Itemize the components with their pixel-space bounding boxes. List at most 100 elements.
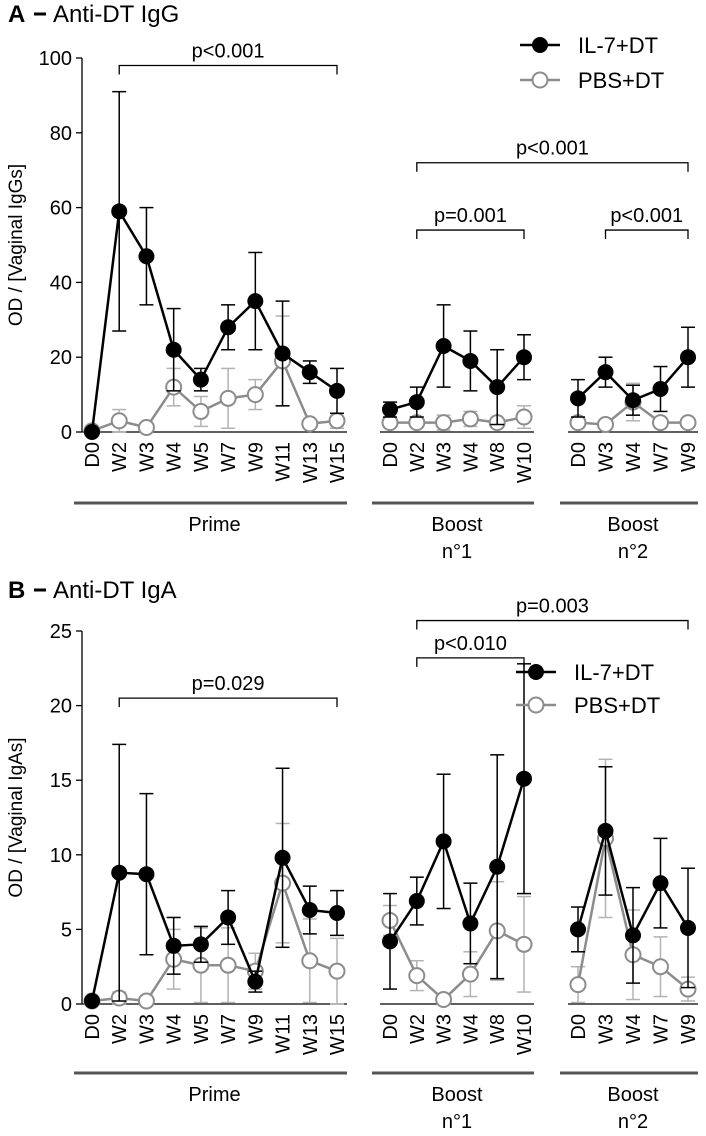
data-point-il7 — [165, 341, 182, 358]
x-tick-label: W10 — [514, 1014, 536, 1055]
legend-marker — [527, 696, 545, 714]
data-point-pbs — [110, 412, 128, 430]
x-tick-label: W2 — [407, 442, 429, 472]
x-tick-label: D0 — [82, 442, 104, 468]
group-sub-label: n°2 — [618, 1111, 648, 1133]
x-tick-label: W3 — [434, 442, 456, 472]
panel-title: Anti-DT IgG — [53, 1, 179, 28]
legend-label: PBS+DT — [574, 693, 660, 718]
series-pbs — [381, 405, 533, 432]
x-tick-label: W13 — [300, 442, 322, 483]
x-tick-label: W7 — [651, 442, 673, 472]
data-point-pbs — [328, 412, 346, 430]
data-point-il7 — [625, 927, 641, 944]
series-line — [388, 778, 526, 943]
data-point-il7 — [680, 919, 696, 936]
data-point-il7 — [435, 337, 452, 354]
data-point-il7 — [84, 424, 100, 440]
x-tick-label: W13 — [300, 1014, 322, 1055]
data-point-il7 — [274, 849, 291, 866]
x-tick-label: W5 — [191, 1014, 213, 1044]
data-point-il7 — [680, 349, 696, 366]
segment-3: D0 W3 W4 W7 W9 Boost n°2 — [560, 326, 700, 563]
legend-label: IL-7+DT — [578, 33, 658, 58]
y-tick-label: 15 — [50, 770, 72, 792]
legend-il7: IL-7+DT — [520, 33, 658, 58]
x-tick-label: W4 — [460, 442, 482, 472]
data-point-pbs — [137, 992, 155, 1010]
legend-label: IL-7+DT — [574, 660, 654, 685]
data-point-il7 — [570, 390, 586, 407]
data-point-pbs — [301, 415, 319, 433]
data-point-il7 — [274, 345, 291, 362]
legend-marker — [531, 71, 549, 89]
data-point-pbs — [597, 416, 614, 434]
significance-bracket: p=0.029 — [118, 673, 338, 708]
x-tick-label: W10 — [514, 442, 536, 483]
series-il7 — [382, 663, 532, 990]
series-line — [90, 207, 338, 433]
panel-b: B Anti-DT IgA 0 5 10 15 20 25 OD / [Vaginal IgAs… — [6, 577, 700, 1133]
data-point-il7 — [408, 394, 425, 411]
bracket-line — [604, 229, 689, 240]
data-point-pbs — [515, 935, 533, 953]
data-point-il7 — [138, 866, 155, 883]
data-point-pbs — [328, 962, 346, 980]
x-tick-label: W7 — [218, 442, 240, 472]
data-point-il7 — [301, 364, 318, 381]
p-value-label: p=0.029 — [192, 673, 265, 695]
p-value-label: p=0.003 — [516, 596, 589, 618]
data-point-il7 — [489, 858, 506, 875]
p-value-label: p=0.001 — [434, 205, 507, 227]
significance-bracket: p<0.001 — [416, 138, 689, 172]
data-point-il7 — [247, 973, 264, 990]
y-tick-label: 20 — [50, 347, 72, 369]
data-point-il7 — [192, 371, 209, 388]
x-tick-label: W2 — [109, 442, 131, 472]
x-tick-label: W4 — [460, 1014, 482, 1044]
data-point-il7 — [111, 864, 128, 881]
y-tick-label: 60 — [50, 198, 72, 220]
y-tick-label: 0 — [61, 994, 72, 1016]
x-tick-label: W8 — [487, 442, 509, 472]
y-tick-label: 0 — [61, 422, 72, 444]
significance-bracket: p=0.001 — [416, 205, 525, 240]
data-point-pbs — [408, 967, 426, 985]
legend-marker — [528, 664, 544, 680]
data-point-il7 — [597, 364, 614, 381]
data-point-il7 — [462, 915, 479, 932]
segment-2: D0 W2 W3 W4 W8 W10 Boost n°1 — [372, 304, 536, 563]
data-point-pbs — [435, 991, 453, 1009]
group-sub-label: n°2 — [618, 541, 648, 563]
data-point-il7 — [138, 248, 155, 265]
x-tick-label: W9 — [245, 1014, 267, 1044]
data-point-pbs — [435, 414, 453, 432]
data-point-pbs — [515, 408, 533, 426]
data-point-pbs — [461, 410, 479, 428]
y-axis-label: OD / [Vaginal IgAs] — [6, 737, 27, 897]
panel-a: A Anti-DT IgG 0 20 40 60 80 100 OD / [Vaginal Ig… — [6, 1, 700, 563]
data-point-il7 — [329, 382, 345, 399]
segment-1: D0 W2 W3 W4 W5 W7 W9 W11 W13 W15 Prime — [74, 90, 349, 536]
segment-3: D0 W3 W4 W7 W9 Boost n°2 — [560, 758, 700, 1133]
data-point-il7 — [329, 904, 345, 921]
x-tick-label: W3 — [136, 1014, 158, 1044]
data-point-il7 — [625, 392, 641, 409]
x-tick-label: W7 — [651, 1014, 673, 1044]
x-tick-label: W15 — [327, 442, 349, 483]
legend-il7: IL-7+DT — [516, 660, 654, 685]
group-label: Prime — [188, 1084, 240, 1106]
legend-label: PBS+DT — [578, 68, 664, 93]
data-point-pbs — [301, 952, 319, 970]
series-il7 — [570, 326, 696, 418]
bracket-line — [416, 162, 689, 172]
segment-1: D0 W2 W3 W4 W5 W7 W9 W11 W13 W15 Prime — [74, 743, 349, 1106]
data-point-il7 — [84, 993, 100, 1010]
p-value-label: p<0.001 — [610, 205, 683, 227]
data-point-il7 — [462, 352, 479, 369]
x-tick-label: W3 — [596, 442, 618, 472]
significance-bracket: p<0.010 — [416, 633, 525, 667]
y-tick-label: 100 — [39, 48, 72, 70]
x-tick-label: W2 — [109, 1014, 131, 1044]
